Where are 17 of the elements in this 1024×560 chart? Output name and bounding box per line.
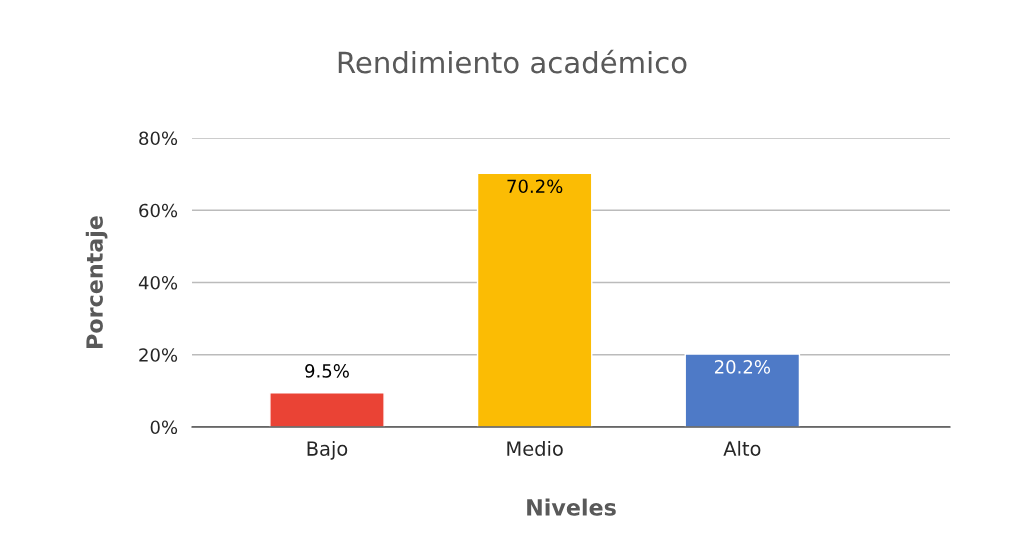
bar	[269, 391, 385, 427]
x-tick-label: Bajo	[307, 440, 348, 460]
data-label: 70.2%	[507, 179, 563, 194]
chart-title: Rendimiento académico	[338, 49, 687, 74]
bar	[476, 172, 593, 427]
x-tick-label: Alto	[723, 440, 761, 456]
y-tick-label: 60%	[139, 203, 178, 218]
data-label: 20.2%	[714, 360, 771, 374]
bar	[684, 353, 801, 427]
y-axis-title: Porcentaje	[85, 216, 108, 348]
y-tick-label: 80%	[139, 131, 178, 146]
y-tick-label: 40%	[138, 275, 178, 290]
y-tick-label: 0%	[150, 420, 178, 435]
data-label: 9.5%	[305, 364, 349, 378]
x-axis-title: Niveles	[527, 498, 616, 516]
x-tick-label: Medio	[507, 440, 563, 456]
y-tick-label: 20%	[139, 348, 178, 362]
